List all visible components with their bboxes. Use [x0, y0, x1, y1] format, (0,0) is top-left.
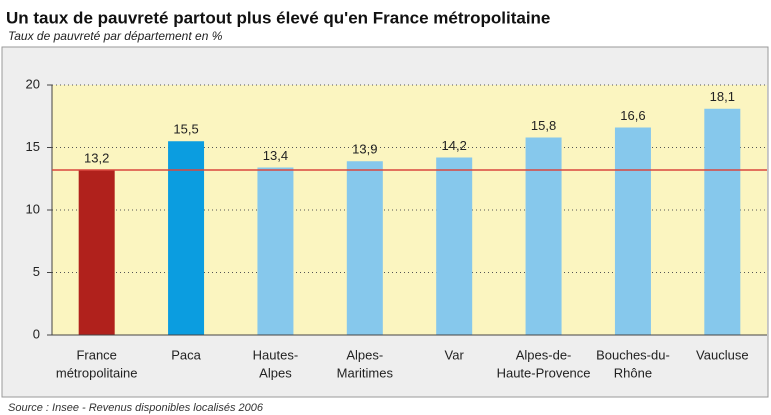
- value-label: 13,9: [352, 142, 377, 157]
- y-tick-label: 20: [26, 76, 40, 91]
- x-tick-label: Var: [445, 347, 465, 362]
- chart-title: Un taux de pauvreté partout plus élevé q…: [6, 8, 550, 27]
- chart-subtitle: Taux de pauvreté par département en %: [8, 29, 223, 43]
- plot-area: [52, 85, 767, 335]
- x-tick-label: Paca: [171, 347, 201, 362]
- y-tick-label: 10: [26, 201, 40, 216]
- y-tick-label: 15: [26, 139, 40, 154]
- bar: [704, 108, 741, 335]
- value-label: 18,1: [710, 89, 735, 104]
- x-tick-label: France: [76, 347, 116, 362]
- x-tick-label: Rhône: [614, 365, 652, 380]
- value-label: 13,2: [84, 150, 109, 165]
- x-tick-label: Alpes-: [346, 347, 383, 362]
- bar: [525, 137, 562, 335]
- x-tick-label: Bouches-du-: [596, 347, 670, 362]
- bar: [168, 141, 205, 335]
- bar: [436, 157, 473, 335]
- bar: [257, 167, 294, 335]
- bar: [614, 127, 651, 335]
- bar: [78, 170, 115, 335]
- x-tick-label: Hautes-: [253, 347, 299, 362]
- value-label: 16,6: [620, 108, 645, 123]
- value-label: 15,5: [173, 122, 198, 137]
- value-label: 14,2: [442, 138, 467, 153]
- x-tick-label: métropolitaine: [56, 365, 138, 380]
- y-tick-label: 5: [33, 264, 40, 279]
- x-tick-label: Maritimes: [337, 365, 394, 380]
- y-tick-label: 0: [33, 326, 40, 341]
- x-tick-label: Alpes: [259, 365, 292, 380]
- source: Source : Insee - Revenus disponibles loc…: [8, 402, 264, 414]
- x-tick-label: Vaucluse: [696, 347, 749, 362]
- value-label: 15,8: [531, 118, 556, 133]
- value-label: 13,4: [263, 148, 288, 163]
- x-tick-label: Alpes-de-: [516, 347, 572, 362]
- bar: [346, 161, 383, 335]
- x-tick-label: Haute-Provence: [497, 365, 591, 380]
